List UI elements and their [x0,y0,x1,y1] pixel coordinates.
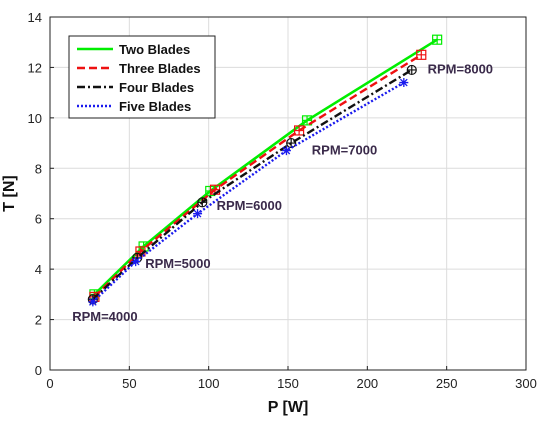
data-point-marker-cross [407,65,417,75]
legend-entry: Three Blades [119,61,201,76]
annotation-layer: RPM=4000 RPM=5000 RPM=6000 RPM=7000 RPM=8000 [72,62,493,324]
y-tick-label: 12 [28,60,42,75]
data-point-marker [399,78,409,88]
data-point-marker-cross [302,115,312,125]
rpm-annotation: RPM=7000 [312,142,377,157]
x-tick-label: 100 [198,376,220,391]
data-point-marker-cross [286,138,296,148]
y-tick-label: 0 [35,363,42,378]
x-tick-label: 50 [122,376,136,391]
legend-entry: Five Blades [119,99,191,114]
data-point-marker [131,257,141,267]
y-tick-label: 6 [35,212,42,227]
x-tick-label: 250 [436,376,458,391]
legend: Two Blades Three Blades Four Blades Five Bl… [68,35,216,119]
x-axis-label: P [W] [268,399,309,416]
x-tick-label: 300 [515,376,537,391]
x-tick-label: 200 [356,376,378,391]
data-point-marker-cross [432,35,442,45]
y-tick-label: 4 [35,262,42,277]
y-tick-label: 2 [35,313,42,328]
series-layer [87,34,443,307]
data-point-marker [281,146,291,156]
tick-labels: 0 50 100 150 200 250 300 0 2 4 6 8 10 12 14 [28,10,537,391]
x-tick-label: 150 [277,376,299,391]
rpm-annotation: RPM=8000 [428,62,493,77]
rpm-annotation: RPM=5000 [145,256,210,271]
y-tick-label: 10 [28,111,42,126]
rpm-annotation: RPM=6000 [217,198,282,213]
series-4 [88,78,409,307]
y-tick-label: 8 [35,161,42,176]
data-point-marker [88,297,98,307]
legend-entry: Two Blades [119,42,190,57]
data-point-marker-cross [294,125,304,135]
data-point-marker [193,209,203,219]
x-tick-label: 0 [46,376,53,391]
rpm-annotation: RPM=4000 [72,309,137,324]
data-point-marker-cross [197,197,207,207]
y-axis-label: T [N] [1,175,18,211]
y-tick-label: 14 [28,10,42,25]
data-point-marker-cross [416,50,426,60]
legend-entry: Four Blades [119,80,194,95]
